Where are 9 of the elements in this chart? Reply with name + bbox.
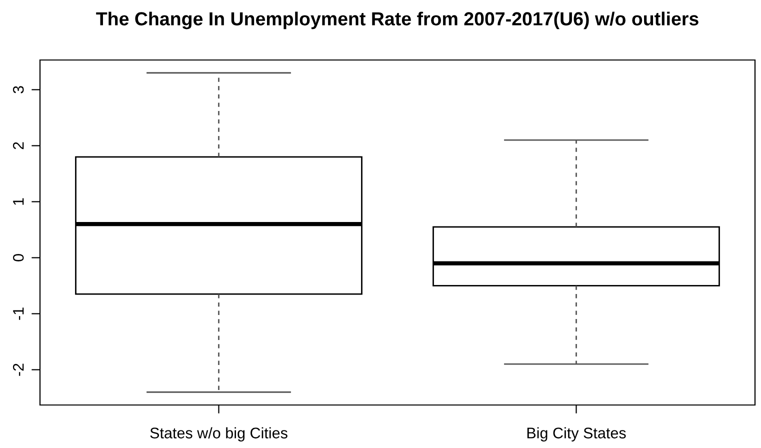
y-tick-label: -1	[13, 308, 24, 320]
y-tick-label: 2	[12, 142, 24, 150]
y-tick-label: -2	[12, 364, 24, 376]
x-tick-label: Big City States	[527, 427, 626, 442]
y-tick-label: 3	[12, 86, 24, 94]
chart-title: The Change In Unemployment Rate from 2007-2017(U6) w/o outliers	[96, 12, 698, 30]
y-tick-label: 0	[12, 254, 24, 262]
x-tick-label: States w/o big Cities	[150, 427, 288, 442]
y-tick-label: 1	[13, 198, 24, 205]
